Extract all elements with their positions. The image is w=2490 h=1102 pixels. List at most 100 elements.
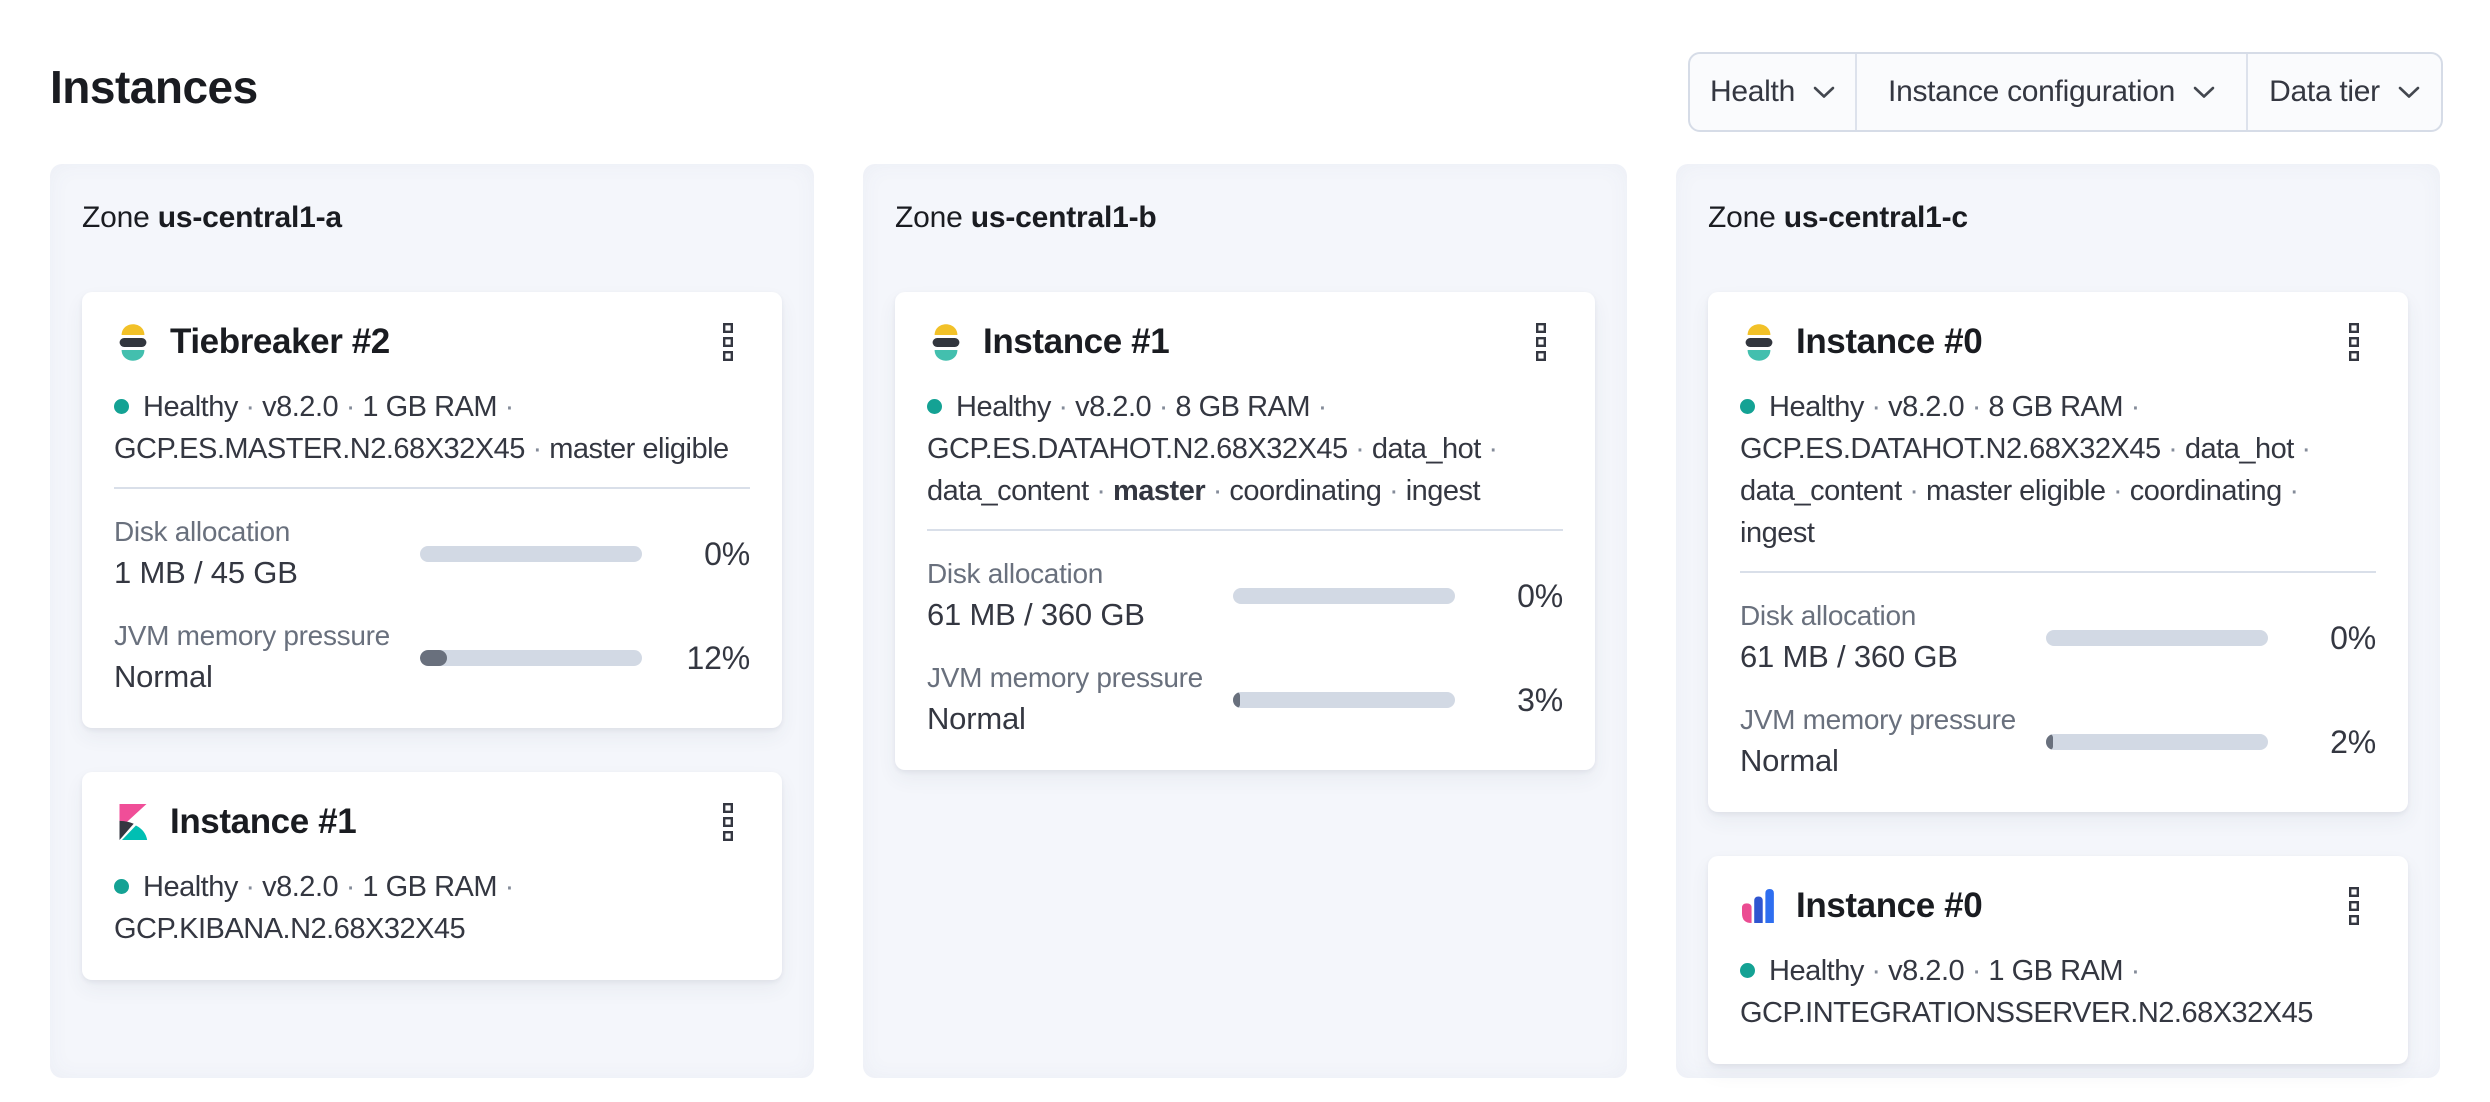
separator: · [2130, 391, 2141, 423]
health-dot [1740, 399, 1755, 414]
instance-tag: v8.2.0 [262, 871, 339, 903]
instance-tag: coordinating [1229, 475, 1382, 507]
divider [927, 529, 1563, 531]
chevron-down-icon [2398, 86, 2420, 98]
zone-label: Zone [1708, 201, 1776, 234]
zone-title: Zone us-central1-c [1708, 196, 2408, 240]
instance-tag: v8.2.0 [1888, 391, 1965, 423]
separator: · [1212, 475, 1223, 507]
card-header: Instance #0 [1740, 322, 2376, 362]
instance-tag: 1 GB RAM [362, 391, 498, 423]
instance-tag: coordinating [2129, 475, 2283, 507]
instance-tag: GCP.ES.MASTER.N2.68X32X45 [114, 433, 525, 465]
instance-card: Instance #1 Healthy · v8.2.0 · 1 GB RAM … [82, 772, 782, 980]
jvm-usage-fill [1233, 692, 1240, 708]
card-header: Instance #0 [1740, 886, 2376, 926]
divider [1740, 571, 2376, 573]
instance-tag: data_hot [2184, 433, 2294, 465]
health-dot [114, 879, 129, 894]
separator: · [2168, 433, 2178, 465]
instance-title[interactable]: Instance #0 [1796, 886, 1983, 925]
metric-label: JVM memory pressure [927, 662, 1203, 693]
instance-card: Instance #0 Healthy · v8.2.0 · 8 GB RAM … [1708, 292, 2408, 812]
separator: · [1971, 955, 1982, 987]
instance-tag: ingest [1405, 475, 1481, 507]
instance-tag: data_content [1740, 475, 1902, 507]
metric-percent: 2% [2330, 723, 2376, 760]
disk-usage-bar [420, 546, 642, 562]
instance-status-line: Healthy · v8.2.0 · 8 GB RAM · GCP.ES.DAT… [1740, 386, 2376, 554]
instance-tag: 1 GB RAM [1988, 955, 2124, 987]
metric-percent: 0% [704, 535, 750, 572]
disk-allocation-metric: Disk allocation 1 MB / 45 GB 0% [114, 514, 750, 594]
separator: · [245, 871, 255, 903]
instance-card: Instance #1 Healthy · v8.2.0 · 8 GB RAM … [895, 292, 1595, 770]
instance-card: Instance #0 Healthy · v8.2.0 · 1 GB RAM … [1708, 856, 2408, 1064]
separator: · [2113, 475, 2123, 507]
instance-menu-button[interactable] [706, 800, 750, 844]
jvm-pressure-metric: JVM memory pressure Normal 2% [1740, 702, 2376, 782]
disk-usage-bar [1233, 588, 1455, 604]
boxes-vertical-icon [723, 323, 733, 361]
metric-label: Disk allocation [1740, 600, 1917, 631]
instance-card: Tiebreaker #2 Healthy · v8.2.0 · 1 GB RA… [82, 292, 782, 728]
metric-percent: 0% [2330, 619, 2376, 656]
instance-tag: 1 GB RAM [362, 871, 498, 903]
instance-menu-button[interactable] [1519, 320, 1563, 364]
instance-tag: v8.2.0 [1888, 955, 1965, 987]
instance-menu-button[interactable] [706, 320, 750, 364]
filter-data-tier[interactable]: Data tier [2246, 54, 2441, 130]
separator: · [532, 433, 542, 465]
metric-value: 1 MB / 45 GB [114, 555, 298, 590]
health-dot [927, 399, 942, 414]
metric-label: Disk allocation [114, 516, 291, 547]
filter-health-label: Health [1710, 75, 1795, 108]
instance-title[interactable]: Instance #0 [1796, 322, 1983, 361]
separator: · [1355, 433, 1365, 465]
metric-value: 61 MB / 360 GB [927, 597, 1145, 632]
health-dot [1740, 963, 1755, 978]
chevron-down-icon [2193, 86, 2215, 98]
elasticsearch-icon [114, 323, 152, 361]
metric-value: Normal [114, 659, 213, 694]
zone-panel-us-central1-b: Zone us-central1-b Instance #1 Healthy [863, 164, 1627, 1078]
jvm-usage-bar [2046, 734, 2268, 750]
zones-row: Zone us-central1-a Tiebreaker #2 Healt [0, 164, 2490, 1078]
instance-status-line: Healthy · v8.2.0 · 1 GB RAM · GCP.ES.MAS… [114, 386, 750, 470]
instance-menu-button[interactable] [2332, 320, 2376, 364]
metric-value: Normal [927, 701, 1026, 736]
jvm-usage-bar [1233, 692, 1455, 708]
jvm-pressure-metric: JVM memory pressure Normal 3% [927, 660, 1563, 740]
instance-tag: master eligible [549, 433, 729, 465]
instance-tag-master: master [1113, 475, 1206, 507]
separator: · [345, 871, 356, 903]
health-status: Healthy [1769, 955, 1864, 987]
jvm-usage-bar [420, 650, 642, 666]
filter-bar: Health Instance configuration Data tier [1688, 52, 2443, 132]
metric-label: JVM memory pressure [114, 620, 390, 651]
metric-percent: 0% [1517, 577, 1563, 614]
boxes-vertical-icon [723, 803, 733, 841]
filter-data-tier-label: Data tier [2269, 75, 2380, 108]
disk-allocation-metric: Disk allocation 61 MB / 360 GB 0% [927, 556, 1563, 636]
health-status: Healthy [143, 871, 238, 903]
instance-status-line: Healthy · v8.2.0 · 1 GB RAM · GCP.INTEGR… [1740, 950, 2376, 1034]
health-status: Healthy [1769, 391, 1864, 423]
zone-panel-us-central1-c: Zone us-central1-c Instance #0 Healthy [1676, 164, 2440, 1078]
instance-title[interactable]: Tiebreaker #2 [170, 322, 390, 361]
metric-label: JVM memory pressure [1740, 704, 2016, 735]
instance-title[interactable]: Instance #1 [983, 322, 1170, 361]
separator: · [1058, 391, 1068, 423]
instance-menu-button[interactable] [2332, 884, 2376, 928]
instance-tag: GCP.ES.DATAHOT.N2.68X32X45 [1740, 433, 2161, 465]
filter-health[interactable]: Health [1690, 54, 1855, 130]
instance-title[interactable]: Instance #1 [170, 802, 357, 841]
zone-title: Zone us-central1-b [895, 196, 1595, 240]
zone-label: Zone [895, 201, 963, 234]
chevron-down-icon [1813, 86, 1835, 98]
separator: · [1871, 955, 1881, 987]
zone-name: us-central1-a [157, 201, 342, 234]
filter-instance-configuration[interactable]: Instance configuration [1855, 54, 2246, 130]
instance-tag: ingest [1740, 517, 1815, 549]
instance-tag: 8 GB RAM [1988, 391, 2124, 423]
